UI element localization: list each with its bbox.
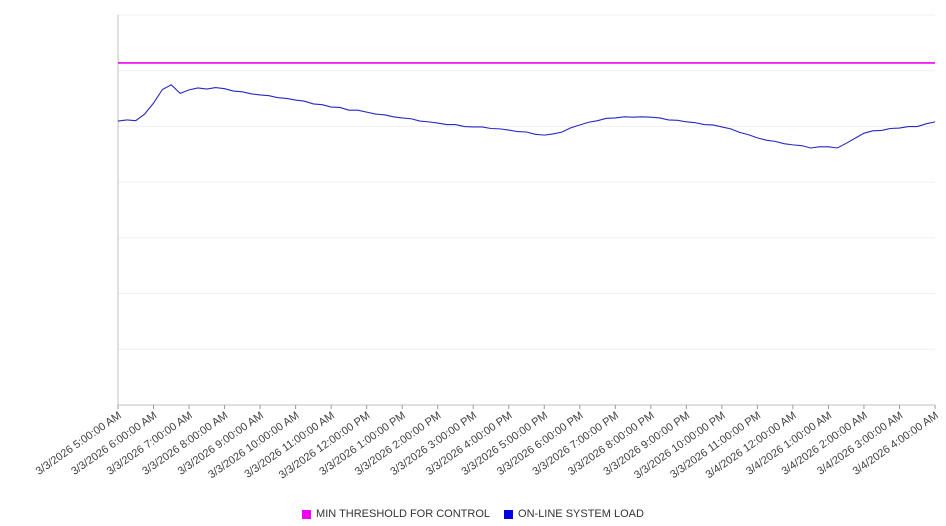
system-load-line <box>117 84 936 149</box>
legend-item-system-load: ON-LINE SYSTEM LOAD <box>504 508 644 520</box>
legend-item-min-threshold: MIN THRESHOLD FOR CONTROL <box>302 508 490 520</box>
legend-label-min-threshold: MIN THRESHOLD FOR CONTROL <box>316 508 491 520</box>
system-load-swatch-icon <box>504 509 514 519</box>
threshold-swatch-icon <box>302 509 312 519</box>
chart-legend: MIN THRESHOLD FOR CONTROL ON-LINE SYSTEM… <box>0 508 946 520</box>
legend-label-system-load: ON-LINE SYSTEM LOAD <box>518 508 644 520</box>
chart-canvas: 3/3/2026 5:00:00 AM3/3/2026 6:00:00 AM3/… <box>34 14 941 482</box>
